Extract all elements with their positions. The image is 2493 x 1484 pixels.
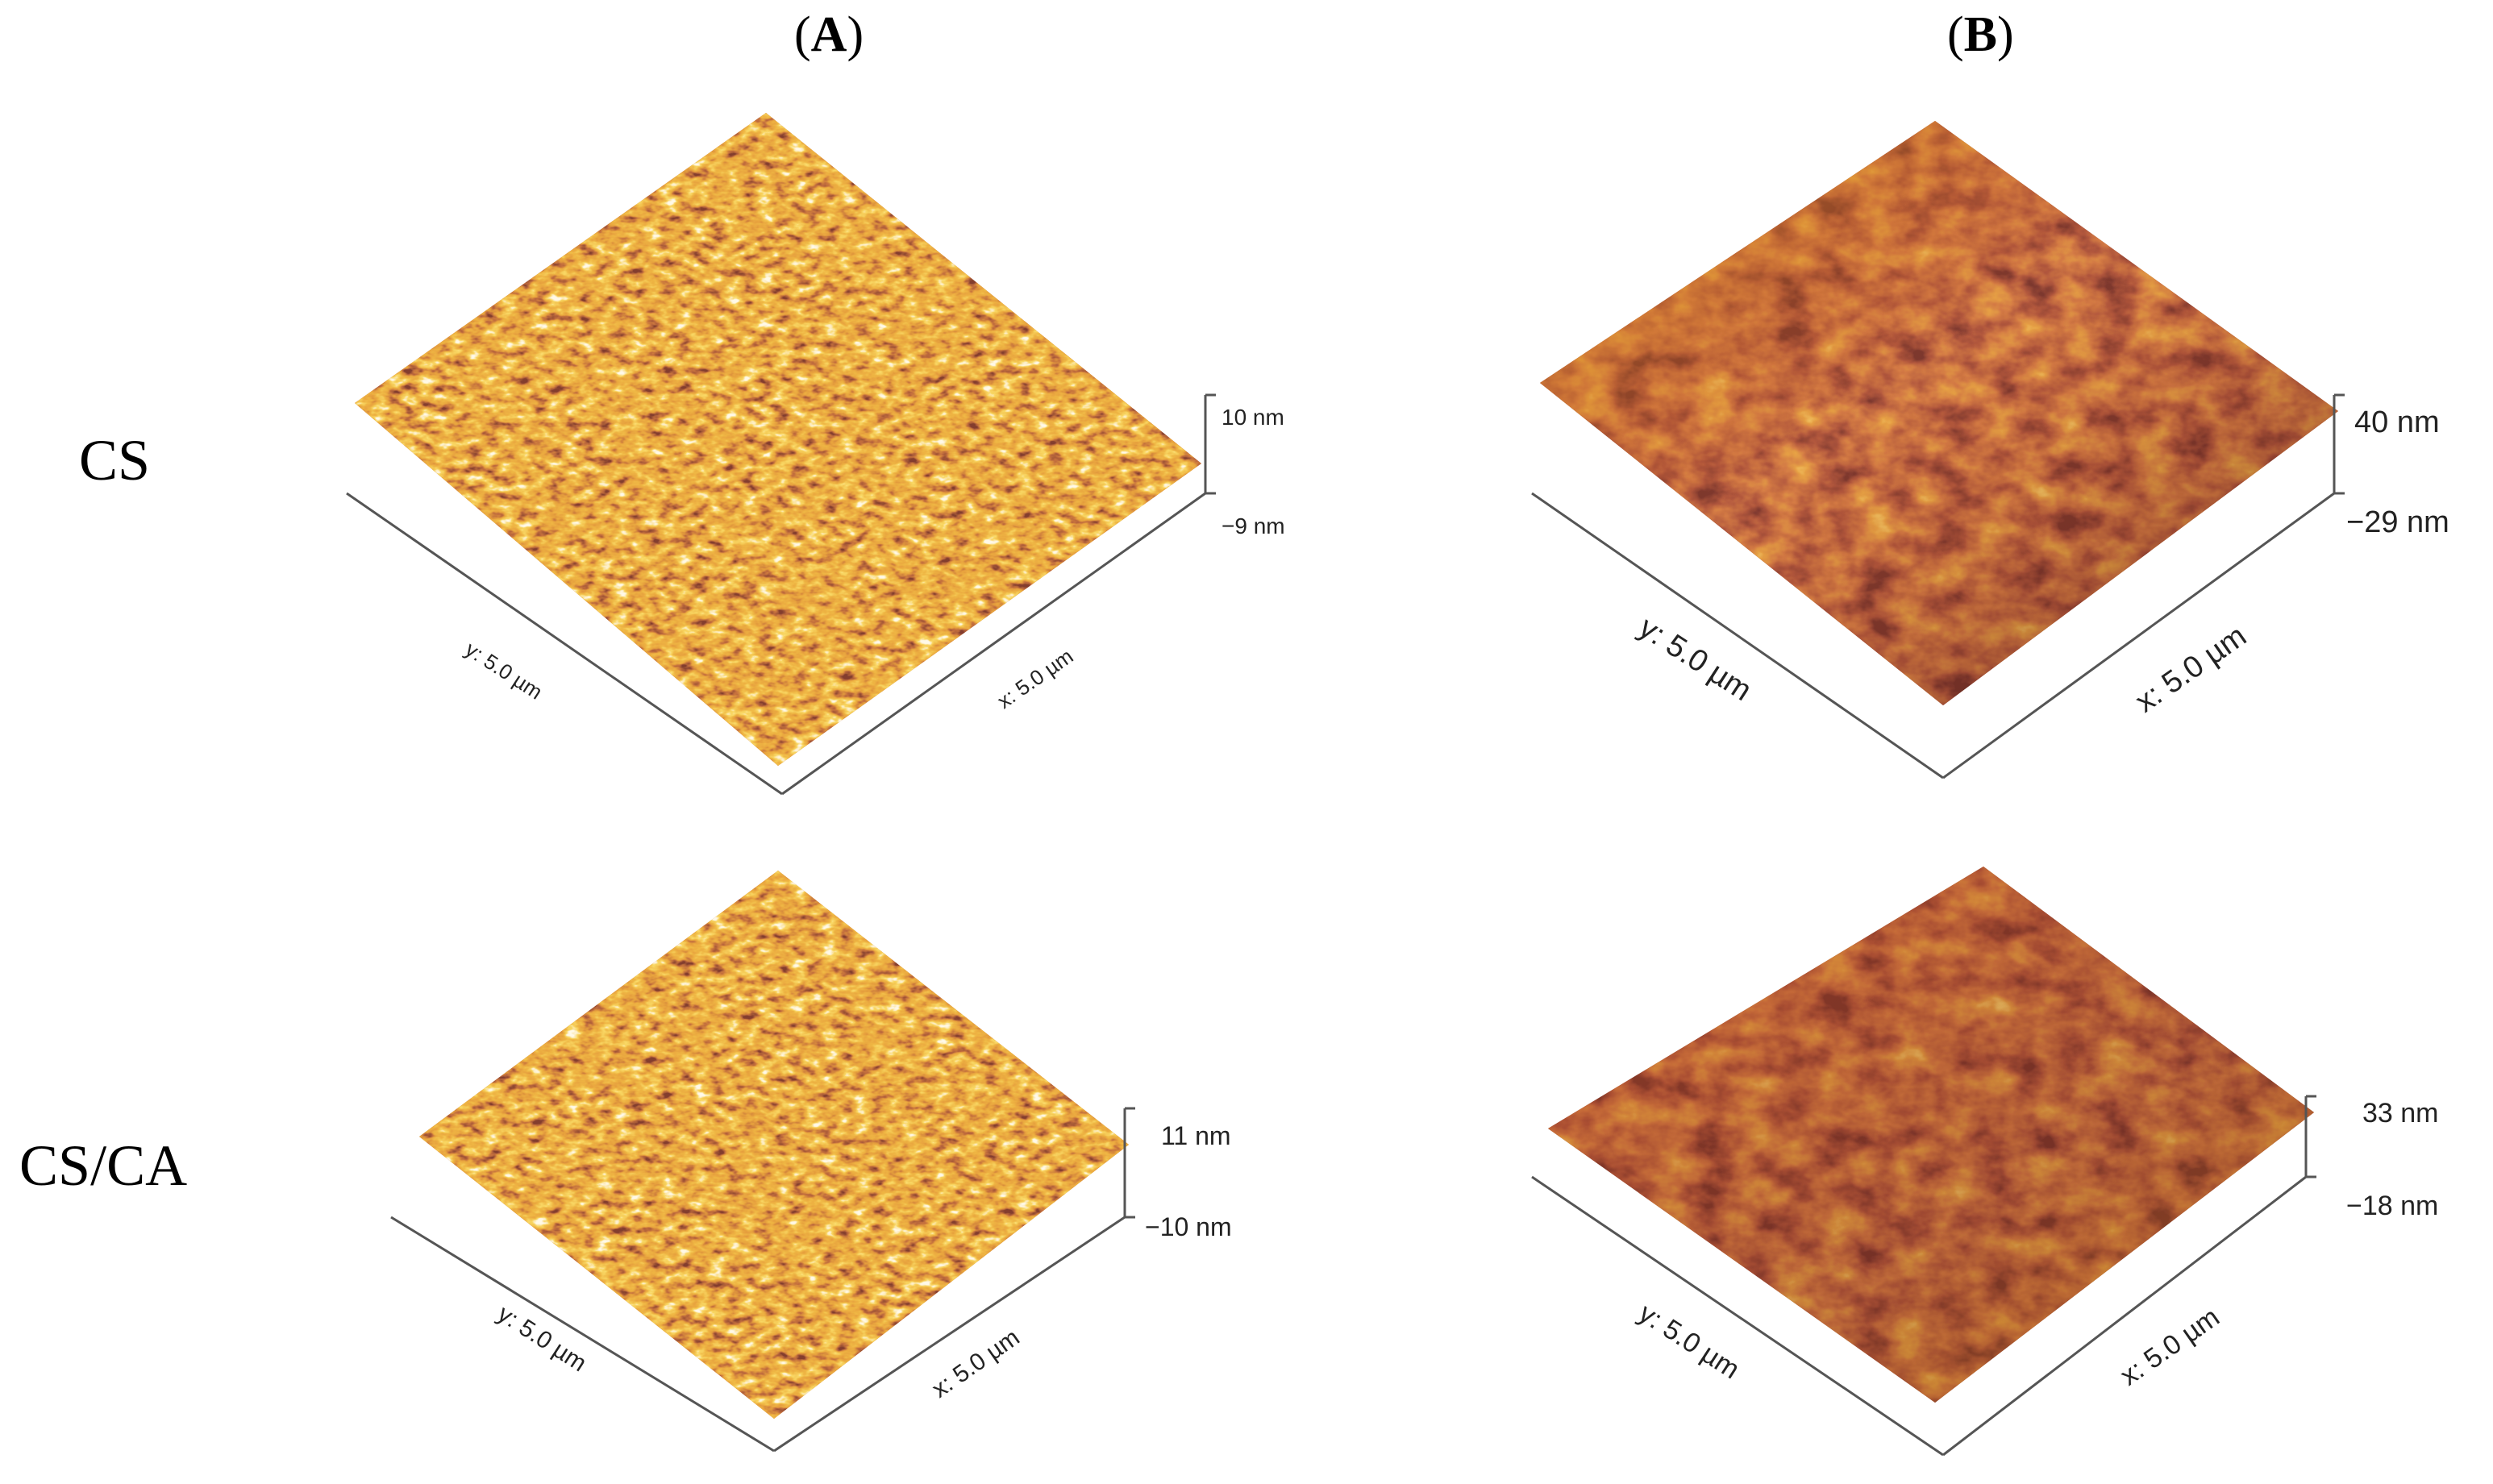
row-label-cs: CS <box>79 428 151 493</box>
axes-a-cs <box>346 393 1216 796</box>
y-axis-label-b-cs: y: 5.0 µm <box>1633 610 1758 708</box>
column-header-b: (B) <box>1947 6 2014 64</box>
z-min-label-b-cs-ca: −18 nm <box>2346 1191 2438 1221</box>
x-axis-label-b-cs: x: 5.0 µm <box>2129 619 2253 719</box>
axes-b-cs-ca <box>1531 1095 2316 1457</box>
afm-surface-a-cs-ca <box>419 871 1129 1419</box>
paren-open: ( <box>794 7 811 62</box>
z-min-label-a-cs-ca: −10 nm <box>1145 1212 1232 1241</box>
axes-b-cs <box>1531 393 2345 779</box>
x-axis-label-a-cs-ca: x: 5.0 µm <box>927 1324 1024 1403</box>
z-max-label-a-cs: 10 nm <box>1222 405 1284 430</box>
afm-surface-a-cs <box>355 113 1201 766</box>
header-letter: A <box>810 7 847 62</box>
x-axis-label-b-cs-ca: x: 5.0 µm <box>2115 1302 2225 1392</box>
paren-open: ( <box>1947 7 1964 62</box>
y-axis-label-a-cs: y: 5.0 µm <box>461 637 547 705</box>
z-min-label-a-cs: −9 nm <box>1222 513 1285 538</box>
row-label-cs-ca: CS/CA <box>19 1133 188 1198</box>
z-min-label-b-cs: −29 nm <box>2346 505 2449 539</box>
axes-a-cs-ca <box>390 1107 1135 1453</box>
y-axis-label-a-cs-ca: y: 5.0 µm <box>493 1300 591 1377</box>
paren-close: ) <box>847 7 864 62</box>
z-max-label-a-cs-ca: 11 nm <box>1161 1121 1231 1150</box>
header-letter: B <box>1963 7 1998 62</box>
z-max-label-b-cs: 40 nm <box>2354 405 2440 439</box>
z-max-label-b-cs-ca: 33 nm <box>2362 1098 2439 1129</box>
column-header-a: (A) <box>794 6 864 64</box>
paren-close: ) <box>1997 7 2014 62</box>
x-axis-label-a-cs: x: 5.0 µm <box>993 644 1077 713</box>
